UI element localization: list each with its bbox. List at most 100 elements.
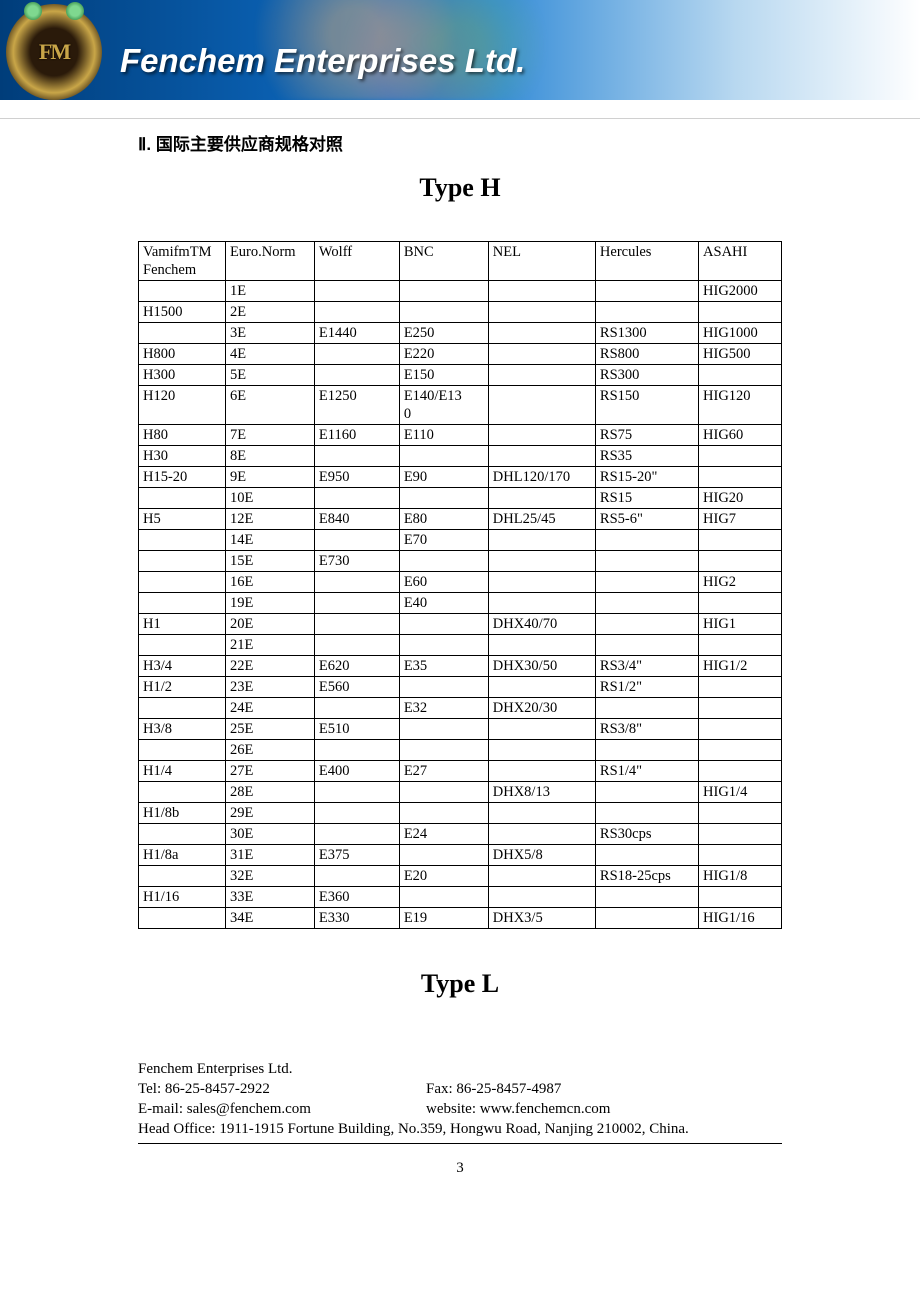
table-cell — [595, 782, 698, 803]
table-cell: 30E — [225, 824, 314, 845]
table-row: H807EE1160E110RS75HIG60 — [139, 425, 782, 446]
table-cell — [139, 488, 226, 509]
table-cell — [595, 572, 698, 593]
table-cell — [314, 740, 399, 761]
table-cell: HIG7 — [699, 509, 782, 530]
table-cell: E32 — [399, 698, 488, 719]
table-row: H1/1633EE360 — [139, 887, 782, 908]
table-cell: HIG2 — [699, 572, 782, 593]
table-cell: E620 — [314, 656, 399, 677]
table-cell: H300 — [139, 365, 226, 386]
table-cell: RS1/2" — [595, 677, 698, 698]
table-cell — [314, 593, 399, 614]
table-cell: HIG1/4 — [699, 782, 782, 803]
section-label: Ⅱ. 国际主要供应商规格对照 — [138, 130, 782, 155]
table-cell: E1250 — [314, 386, 399, 425]
table-cell — [488, 887, 595, 908]
table-row: 14EE70 — [139, 530, 782, 551]
table-cell: H800 — [139, 344, 226, 365]
table-row: 19EE40 — [139, 593, 782, 614]
table-cell: RS35 — [595, 446, 698, 467]
table-cell — [314, 344, 399, 365]
table-cell — [399, 887, 488, 908]
table-cell — [399, 488, 488, 509]
table-cell — [314, 365, 399, 386]
footer-contact-row-2: E-mail: sales@fenchem.com website: www.f… — [138, 1099, 782, 1119]
table-row: 26E — [139, 740, 782, 761]
table-cell — [488, 866, 595, 887]
table-cell: 26E — [225, 740, 314, 761]
table-cell: E35 — [399, 656, 488, 677]
table-cell: 7E — [225, 425, 314, 446]
table-cell: E560 — [314, 677, 399, 698]
table-cell — [595, 887, 698, 908]
table-cell — [699, 803, 782, 824]
footer-contact-row-1: Tel: 86-25-8457-2922 Fax: 86-25-8457-498… — [138, 1079, 782, 1099]
table-cell — [314, 446, 399, 467]
table-cell: E60 — [399, 572, 488, 593]
table-cell: 4E — [225, 344, 314, 365]
table-header-cell: NEL — [488, 242, 595, 281]
table-cell — [139, 530, 226, 551]
table-cell: E360 — [314, 887, 399, 908]
table-row: 24EE32DHX20/30 — [139, 698, 782, 719]
table-cell: 21E — [225, 635, 314, 656]
table-cell — [699, 698, 782, 719]
table-cell — [488, 593, 595, 614]
table-cell: HIG1/2 — [699, 656, 782, 677]
table-cell: H1/16 — [139, 887, 226, 908]
footer-address: Head Office: 1911-1915 Fortune Building,… — [138, 1119, 782, 1139]
table-cell: RS300 — [595, 365, 698, 386]
table-cell: H1/8a — [139, 845, 226, 866]
table-cell: DHX30/50 — [488, 656, 595, 677]
table-cell — [488, 302, 595, 323]
table-cell: RS15 — [595, 488, 698, 509]
table-cell — [699, 677, 782, 698]
table-cell — [488, 386, 595, 425]
table-row: H1206EE1250E140/E130RS150HIG120 — [139, 386, 782, 425]
table-cell — [488, 635, 595, 656]
table-cell — [488, 740, 595, 761]
table-cell: DHL120/170 — [488, 467, 595, 488]
footer-fax: Fax: 86-25-8457-4987 — [426, 1079, 782, 1099]
table-cell — [595, 698, 698, 719]
table-header-row: VamifmTMFenchemEuro.NormWolffBNCNELHercu… — [139, 242, 782, 281]
table-cell: H1/2 — [139, 677, 226, 698]
table-cell: HIG1/8 — [699, 866, 782, 887]
table-cell: 1E — [225, 281, 314, 302]
table-cell: 23E — [225, 677, 314, 698]
table-cell: E24 — [399, 824, 488, 845]
table-cell: HIG1 — [699, 614, 782, 635]
table-cell: 32E — [225, 866, 314, 887]
table-cell — [399, 614, 488, 635]
table-cell: 19E — [225, 593, 314, 614]
table-header-cell: Wolff — [314, 242, 399, 281]
table-header-cell: Euro.Norm — [225, 242, 314, 281]
table-cell — [488, 281, 595, 302]
table-cell: E250 — [399, 323, 488, 344]
table-cell: 20E — [225, 614, 314, 635]
page-number: 3 — [138, 1158, 782, 1178]
table-row: H3/825EE510RS3/8" — [139, 719, 782, 740]
table-cell: HIG2000 — [699, 281, 782, 302]
table-cell: HIG120 — [699, 386, 782, 425]
table-row: H120EDHX40/70HIG1 — [139, 614, 782, 635]
footer-block: Fenchem Enterprises Ltd. Tel: 86-25-8457… — [138, 1059, 782, 1178]
table-cell — [699, 365, 782, 386]
table-cell: E375 — [314, 845, 399, 866]
table-cell: 33E — [225, 887, 314, 908]
company-name: Fenchem Enterprises Ltd. — [120, 42, 525, 80]
table-cell: E510 — [314, 719, 399, 740]
table-cell — [699, 740, 782, 761]
table-header-cell: Hercules — [595, 242, 698, 281]
table-cell — [488, 323, 595, 344]
table-cell: H80 — [139, 425, 226, 446]
footer-email: E-mail: sales@fenchem.com — [138, 1099, 426, 1119]
table-header-cell: ASAHI — [699, 242, 782, 281]
table-cell — [488, 551, 595, 572]
table-cell — [139, 281, 226, 302]
table-cell — [139, 635, 226, 656]
table-cell: H1/8b — [139, 803, 226, 824]
table-cell: RS3/4" — [595, 656, 698, 677]
table-cell: E1160 — [314, 425, 399, 446]
